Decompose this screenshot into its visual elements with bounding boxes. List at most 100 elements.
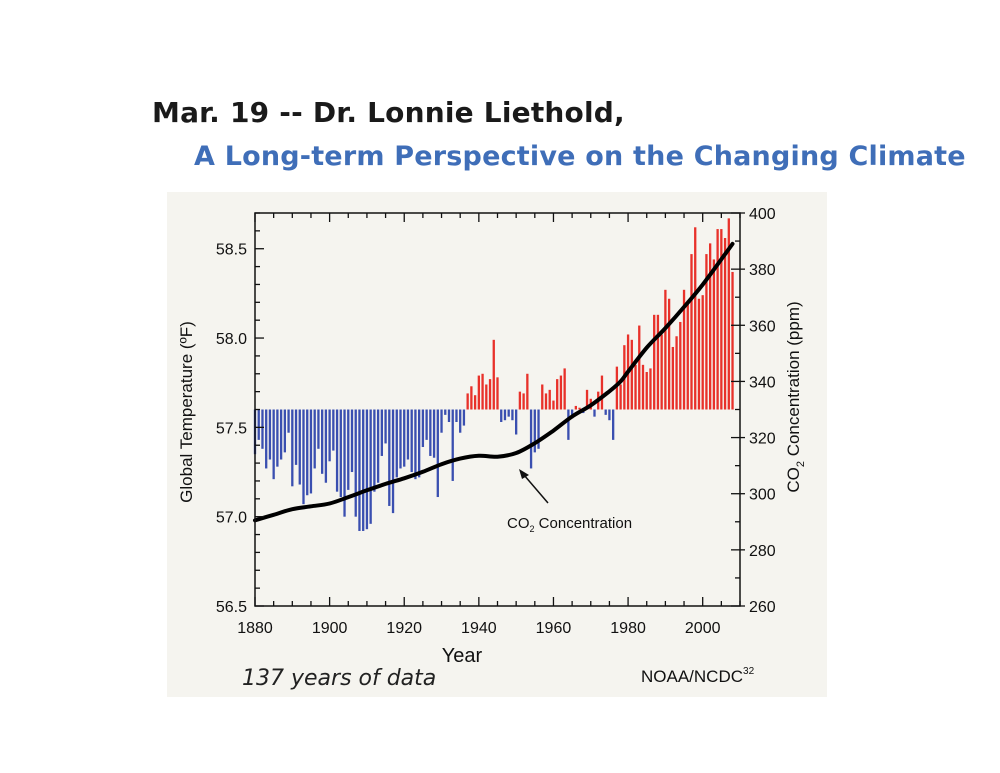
x-tick-label: 1980 — [610, 620, 646, 637]
temperature-bar — [492, 339, 495, 410]
temperature-bar — [279, 409, 283, 460]
temperature-bar — [425, 409, 428, 440]
temperature-bar — [593, 409, 596, 417]
temperature-bar — [485, 384, 488, 410]
temperature-bar — [436, 409, 439, 498]
temperature-bar — [541, 384, 544, 410]
x-tick-label: 1880 — [237, 620, 273, 637]
temperature-bar — [347, 409, 350, 490]
temperature-bar — [526, 373, 529, 410]
temperature-bar — [444, 409, 447, 415]
temperature-bar — [619, 384, 622, 410]
temperature-bar — [697, 298, 701, 410]
temperature-bar — [440, 409, 443, 433]
temperature-bar — [630, 339, 633, 410]
temperature-bar — [294, 409, 298, 465]
temperature-bar — [503, 409, 507, 421]
temperature-bar — [533, 409, 536, 453]
y2-tick-label: 340 — [749, 374, 776, 391]
temperature-bar — [585, 389, 589, 410]
y2-tick-label: 280 — [749, 543, 776, 560]
temperature-bar — [496, 377, 499, 410]
temperature-bar — [488, 379, 492, 410]
x-tick-label: 2000 — [685, 620, 721, 637]
y2-tick-label: 300 — [749, 487, 776, 504]
temperature-bar — [395, 409, 398, 478]
temperature-bar — [459, 409, 462, 433]
temperature-bar — [641, 364, 645, 410]
temperature-bar — [447, 409, 451, 422]
co2-line — [253, 241, 735, 523]
x-tick-label: 1920 — [386, 620, 422, 637]
temperature-bar — [653, 314, 656, 410]
data-span-note: 137 years of data — [242, 666, 436, 691]
temperature-bar — [701, 295, 704, 410]
y-axis-label: Global Temperature (ºF) — [177, 321, 196, 503]
y2-axis-label: CO2 Concentration (ppm) — [784, 301, 807, 492]
temperature-bar — [709, 243, 712, 410]
temperature-bar — [470, 386, 473, 410]
temperature-bar — [716, 229, 719, 410]
temperature-bar — [552, 400, 555, 410]
temperature-bar — [559, 375, 563, 410]
temperature-bar — [328, 409, 331, 462]
temperature-bar — [694, 227, 697, 410]
temperature-bar — [462, 409, 466, 426]
temperature-bar — [321, 409, 324, 474]
temperature-bar — [660, 334, 663, 410]
temperature-bar — [365, 409, 369, 530]
y-tick-label: 57.5 — [216, 420, 247, 437]
temperature-bar — [634, 364, 637, 410]
temperature-bar — [261, 409, 264, 449]
temperature-bar — [354, 409, 357, 517]
temperature-bar — [529, 409, 533, 469]
temperature-bar — [638, 325, 641, 410]
temperature-bar — [291, 409, 294, 487]
temperature-bar — [679, 321, 682, 410]
temperature-bar — [574, 405, 577, 410]
temperature-bar — [600, 375, 604, 410]
temperature-bar — [645, 371, 648, 410]
temperature-bar — [391, 409, 395, 514]
temperature-bar — [283, 409, 286, 453]
temperature-bar — [403, 409, 406, 467]
temperature-bar — [473, 395, 477, 410]
chart-panel: 1880 1900 1920 1940 1960 1980 2000 56.5 57.0 57.5… — [167, 192, 827, 697]
temperature-bar — [380, 409, 383, 456]
temperature-bar — [302, 409, 305, 505]
temperature-bar — [309, 409, 313, 494]
y2-tick-label: 400 — [749, 206, 776, 223]
temperature-bar — [686, 300, 689, 410]
temperature-bar — [362, 409, 365, 531]
y-tick-label: 58.5 — [216, 242, 247, 259]
temperature-bar — [712, 259, 716, 410]
temperature-bar — [388, 409, 391, 506]
temperature-bar — [675, 336, 678, 410]
x-tick-label: 1960 — [536, 620, 572, 637]
temperature-bar — [731, 271, 734, 410]
temperature-bar — [406, 409, 410, 460]
temperature-bar — [298, 409, 301, 485]
temperature-bar — [556, 379, 559, 410]
temperature-bar — [727, 218, 730, 410]
y2-tick-label: 380 — [749, 262, 776, 279]
temperature-bar — [265, 409, 268, 469]
temperature-bar — [339, 409, 342, 498]
temperature-bars — [253, 218, 734, 531]
temperature-bar — [537, 409, 540, 449]
temperature-bar — [414, 409, 417, 480]
y2-tick-label: 320 — [749, 431, 776, 448]
x-axis-label: Year — [442, 645, 483, 667]
temperature-bar — [567, 409, 570, 440]
temperature-bar — [570, 409, 574, 419]
temperature-bar — [369, 409, 372, 524]
temperature-bar — [358, 409, 361, 531]
temperature-bar — [324, 409, 328, 483]
climate-chart: 1880 1900 1920 1940 1960 1980 2000 56.5 57.0 57.5… — [177, 206, 807, 691]
temperature-bar — [515, 409, 518, 435]
temperature-bar — [410, 409, 413, 473]
temperature-bar — [615, 366, 619, 410]
temperature-bar — [522, 393, 525, 410]
temperature-bar — [429, 409, 432, 456]
temperature-bar — [664, 289, 667, 410]
